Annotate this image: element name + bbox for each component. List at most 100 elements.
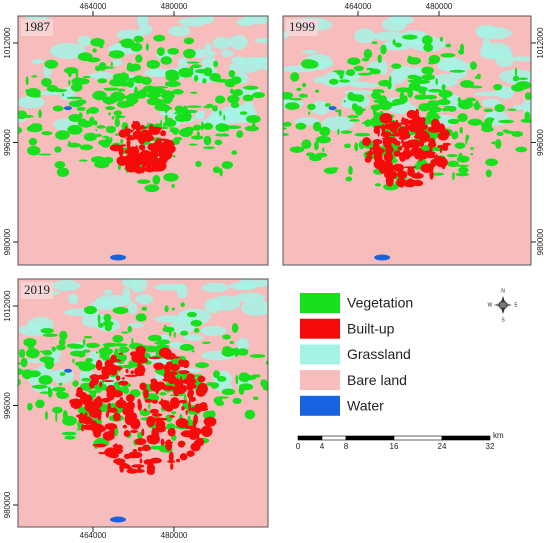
water-body xyxy=(328,106,337,111)
built-up-patch xyxy=(177,440,186,448)
grassland-patch xyxy=(177,57,188,71)
vegetation-patch xyxy=(51,346,56,352)
vegetation-patch xyxy=(332,70,345,73)
x-tick-label: 464000 xyxy=(80,2,107,11)
vegetation-patch xyxy=(114,115,126,119)
vegetation-patch xyxy=(213,370,220,379)
compass-letter: W xyxy=(488,302,493,308)
vegetation-patch xyxy=(67,68,72,78)
panel-frame xyxy=(282,15,532,266)
grassland-patch xyxy=(234,292,265,303)
vegetation-patch xyxy=(25,76,29,86)
vegetation-patch xyxy=(194,69,211,74)
vegetation-patch xyxy=(407,57,422,65)
panel-frame xyxy=(17,278,269,528)
vegetation-patch xyxy=(348,165,353,175)
vegetation-patch xyxy=(296,87,302,91)
vegetation-patch xyxy=(231,323,239,334)
vegetation-patch xyxy=(457,97,462,103)
vegetation-patch xyxy=(38,153,52,156)
vegetation-patch xyxy=(146,59,160,69)
built-up-patch xyxy=(388,121,399,133)
vegetation-patch xyxy=(82,75,91,79)
water-body xyxy=(64,106,72,111)
panel-label-box xyxy=(21,282,53,299)
vegetation-patch xyxy=(148,402,151,410)
vegetation-patch xyxy=(59,372,66,376)
vegetation-patch xyxy=(215,123,229,132)
vegetation-patch xyxy=(312,121,322,132)
grassland-patch xyxy=(474,91,507,97)
vegetation-patch xyxy=(225,125,242,130)
vegetation-patch xyxy=(520,118,531,123)
built-up-patch xyxy=(417,123,424,135)
grassland-patch xyxy=(354,28,376,44)
built-up-patch xyxy=(165,439,173,452)
vegetation-patch xyxy=(145,43,149,51)
built-up-patch xyxy=(392,163,404,172)
vegetation-patch xyxy=(425,107,438,110)
built-up-patch xyxy=(397,146,403,151)
vegetation-patch xyxy=(97,78,108,84)
grassland-patch xyxy=(112,59,123,67)
built-up-patch xyxy=(173,386,180,397)
built-up-patch xyxy=(162,156,168,162)
vegetation-patch xyxy=(35,399,45,409)
vegetation-patch xyxy=(242,94,254,102)
vegetation-patch xyxy=(56,167,70,177)
built-up-patch xyxy=(170,363,180,372)
built-up-patch xyxy=(176,458,181,463)
legend-label: Vegetation xyxy=(347,295,413,311)
vegetation-patch xyxy=(68,80,71,86)
compass-letter: S xyxy=(501,317,505,323)
vegetation-patch xyxy=(164,80,181,88)
vegetation-patch xyxy=(369,118,379,124)
built-up-patch xyxy=(163,364,172,372)
vegetation-patch xyxy=(76,99,87,105)
vegetation-patch xyxy=(252,92,265,99)
vegetation-patch xyxy=(219,110,222,116)
built-up-patch xyxy=(124,153,138,164)
built-up-patch xyxy=(88,380,95,389)
vegetation-patch xyxy=(441,97,448,105)
built-up-patch xyxy=(364,156,372,163)
built-up-patch xyxy=(407,166,415,177)
vegetation-patch xyxy=(151,88,166,94)
vegetation-patch xyxy=(44,410,48,421)
built-up-patch xyxy=(125,368,129,374)
vegetation-patch xyxy=(114,117,120,128)
vegetation-patch xyxy=(230,102,240,109)
vegetation-patch xyxy=(136,431,143,439)
vegetation-patch xyxy=(459,126,464,134)
vegetation-patch xyxy=(251,374,261,378)
vegetation-patch xyxy=(229,88,234,94)
vegetation-patch xyxy=(243,85,259,90)
vegetation-patch xyxy=(108,53,119,57)
vegetation-patch xyxy=(118,346,130,353)
grassland-patch xyxy=(236,337,250,351)
built-up-patch xyxy=(106,360,113,366)
vegetation-patch xyxy=(183,48,196,59)
built-up-patch xyxy=(107,403,112,414)
scale-label: 4 xyxy=(320,442,325,451)
vegetation-patch xyxy=(102,320,114,327)
x-tick-label: 464000 xyxy=(80,531,107,540)
vegetation-patch xyxy=(260,379,268,388)
vegetation-patch xyxy=(364,119,372,127)
vegetation-patch xyxy=(221,161,234,169)
vegetation-patch xyxy=(357,72,373,76)
vegetation-patch xyxy=(186,61,200,64)
vegetation-patch xyxy=(47,87,62,92)
grassland-patch xyxy=(412,66,424,78)
vegetation-patch xyxy=(109,78,124,87)
vegetation-patch xyxy=(407,79,416,83)
built-up-patch xyxy=(137,446,143,452)
vegetation-patch xyxy=(515,81,531,90)
vegetation-patch xyxy=(244,376,249,382)
built-up-patch xyxy=(169,397,180,409)
vegetation-patch xyxy=(192,124,202,131)
built-up-patch xyxy=(156,419,161,425)
vegetation-patch xyxy=(44,59,59,69)
vegetation-patch xyxy=(231,150,238,155)
vegetation-patch xyxy=(126,64,138,72)
